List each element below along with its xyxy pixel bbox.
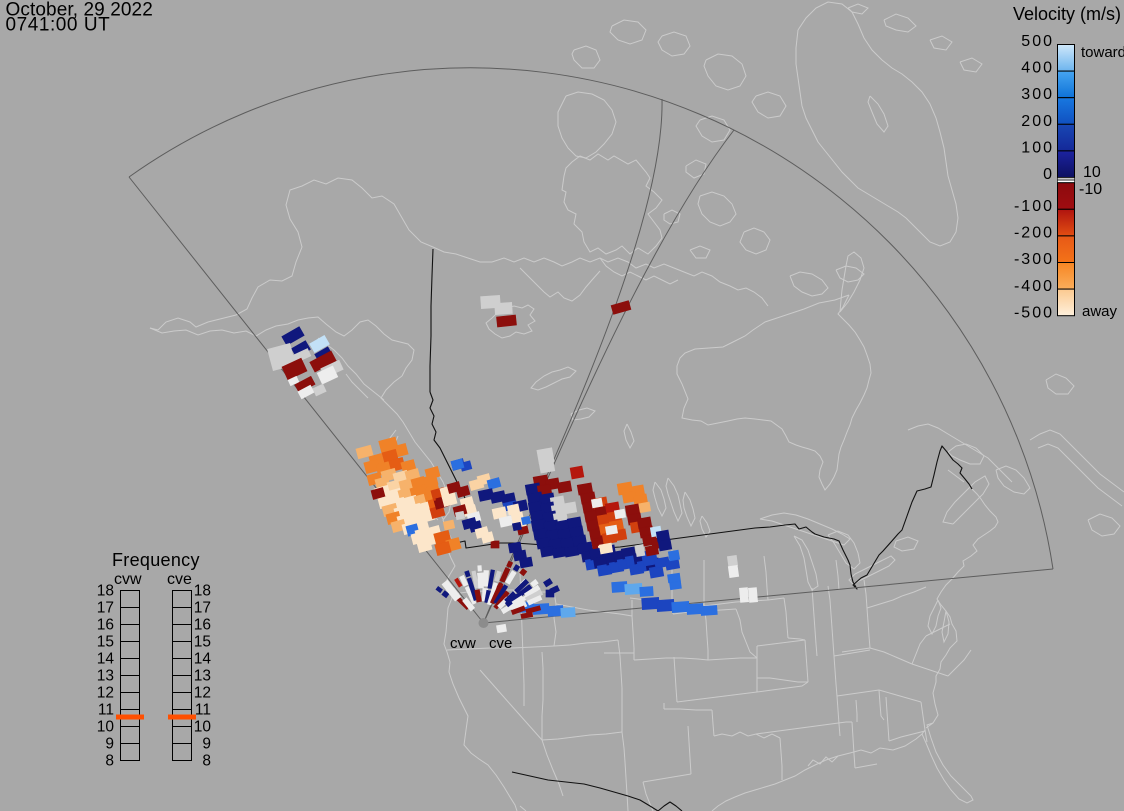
svg-text:500: 500 [1021,33,1054,50]
svg-text:0741:00 UT: 0741:00 UT [6,15,111,36]
svg-text:Velocity (m/s): Velocity (m/s) [1013,4,1121,24]
svg-text:8: 8 [105,753,114,770]
svg-text:-100: -100 [1014,198,1054,215]
svg-text:11: 11 [98,702,114,719]
svg-text:15: 15 [97,634,114,651]
svg-text:18: 18 [97,583,114,600]
svg-text:200: 200 [1021,113,1054,130]
svg-text:9: 9 [105,736,114,753]
svg-text:18: 18 [194,583,211,600]
svg-text:0: 0 [1043,166,1054,183]
svg-text:14: 14 [194,651,212,668]
svg-text:11: 11 [195,702,211,719]
svg-text:16: 16 [97,617,114,634]
svg-text:16: 16 [194,617,211,634]
svg-text:cve: cve [167,571,192,588]
svg-text:-400: -400 [1014,278,1054,295]
svg-text:cve: cve [489,635,512,652]
svg-text:9: 9 [202,736,211,753]
svg-text:-10: -10 [1079,181,1102,198]
svg-text:14: 14 [97,651,115,668]
svg-text:cvw: cvw [450,635,476,652]
svg-text:-200: -200 [1014,225,1054,242]
svg-text:Frequency: Frequency [112,550,200,570]
svg-text:October, 29 2022: October, 29 2022 [6,0,153,21]
svg-text:13: 13 [97,668,114,685]
svg-text:17: 17 [97,600,114,617]
svg-text:8: 8 [202,753,211,770]
svg-text:away: away [1082,303,1118,320]
svg-text:400: 400 [1021,60,1054,77]
svg-text:15: 15 [194,634,211,651]
svg-text:300: 300 [1021,86,1054,103]
svg-text:12: 12 [97,685,114,702]
svg-text:10: 10 [1083,164,1101,181]
svg-text:13: 13 [194,668,211,685]
svg-text:10: 10 [194,719,212,736]
svg-text:cvw: cvw [114,571,142,588]
svg-text:17: 17 [194,600,211,617]
svg-text:100: 100 [1021,139,1054,156]
svg-text:-300: -300 [1014,251,1054,268]
svg-text:toward: toward [1081,44,1124,61]
svg-text:-500: -500 [1014,304,1054,321]
svg-text:10: 10 [97,719,115,736]
svg-text:12: 12 [194,685,211,702]
